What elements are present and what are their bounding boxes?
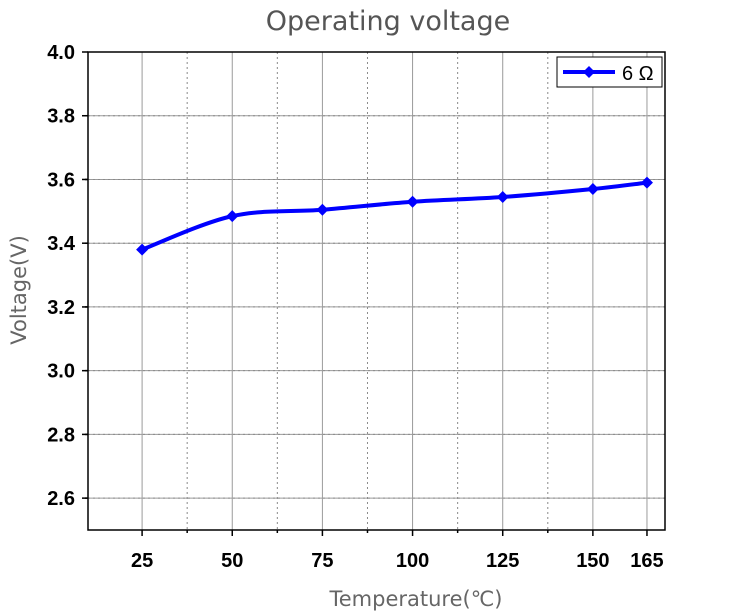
chart-title: Operating voltage (266, 6, 510, 37)
y-tick-label: 4.0 (47, 42, 75, 64)
data-point-diamond (136, 243, 149, 256)
data-point-diamond (496, 190, 509, 203)
y-tick-label: 3.8 (47, 106, 75, 128)
y-tick-label: 3.6 (47, 169, 75, 191)
data-point-diamond (226, 210, 239, 223)
y-axis-title: Voltage(V) (7, 235, 31, 345)
y-tick-label: 3.0 (47, 361, 75, 383)
x-axis: 25 50 75 100 125 150 165 (131, 530, 664, 572)
data-point-diamond (640, 176, 653, 189)
series-layer (136, 176, 653, 256)
x-tick-label: 100 (396, 550, 429, 572)
x-tick-label: 75 (311, 550, 333, 572)
legend: 6 Ω (556, 56, 663, 88)
y-tick-label: 3.4 (47, 233, 76, 255)
x-tick-label: 150 (576, 550, 609, 572)
legend-label: 6 Ω (622, 63, 654, 85)
x-tick-label: 165 (630, 550, 663, 572)
data-point-diamond (406, 195, 419, 208)
y-tick-label: 2.8 (47, 424, 75, 446)
x-tick-label: 25 (131, 550, 153, 572)
x-axis-title: Temperature(℃) (329, 587, 503, 611)
grid (88, 52, 665, 530)
plot-frame (87, 51, 666, 531)
data-point-diamond (586, 183, 599, 196)
y-tick-label: 2.6 (47, 488, 75, 510)
data-point-diamond (316, 203, 329, 216)
x-tick-label: 50 (221, 550, 243, 572)
y-tick-label: 3.2 (47, 297, 75, 319)
x-tick-label: 125 (486, 550, 519, 572)
series-line (141, 180, 648, 252)
legend-diamond-marker (583, 66, 595, 78)
y-axis: 2.6 2.8 3.0 3.2 3.4 3.6 3.8 4.0 (47, 42, 88, 510)
